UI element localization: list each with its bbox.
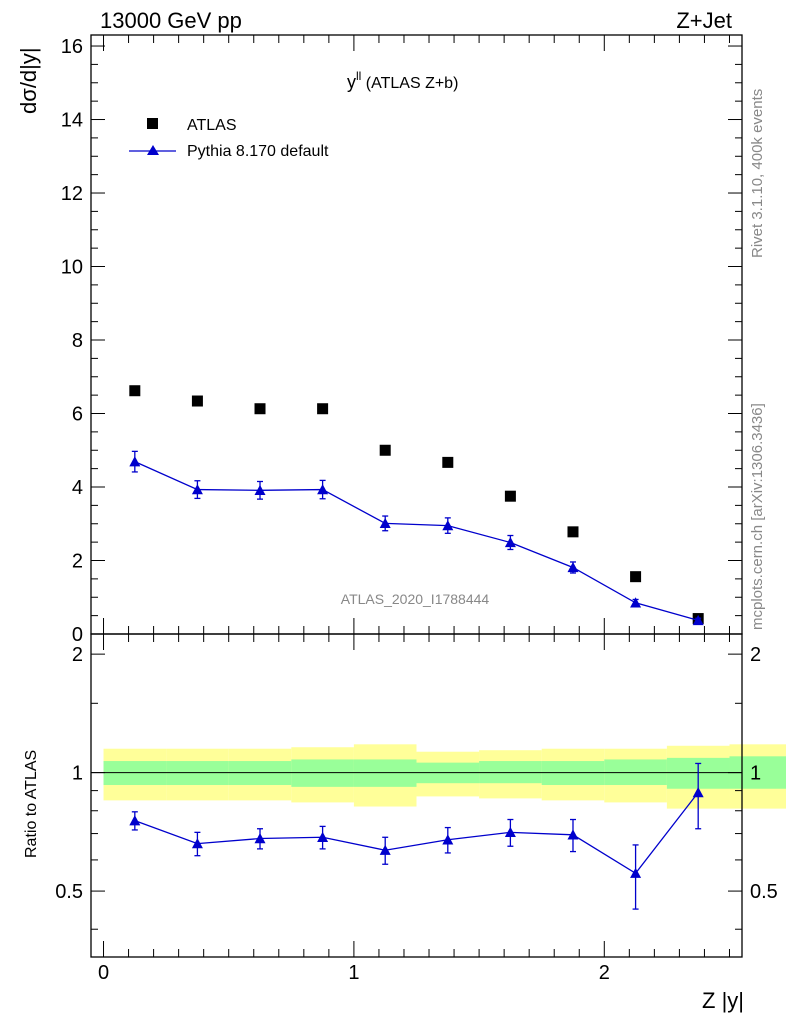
inner-band-bin [291, 759, 354, 787]
rivet-version-label: Rivet 3.1.10, 400k events [749, 89, 766, 258]
main-y-tick-label: 14 [61, 110, 83, 132]
ratio-data-point [442, 834, 454, 845]
ratio-uncertainty-bands [91, 744, 786, 809]
main-y-tick-label: 6 [72, 404, 83, 426]
main-y-axis-label: dσ/d|y| [16, 47, 41, 114]
pythia-data-point [379, 517, 391, 529]
ratio-data-point [317, 831, 329, 842]
atlas-data-point [442, 456, 454, 468]
main-y-tick-label: 16 [61, 36, 83, 58]
x-axis-label: Z |y| [702, 988, 744, 1013]
ratio-y-tick-label-right: 2 [750, 644, 761, 666]
ratio-data-point [692, 787, 704, 798]
ratio-y-axis-label: Ratio to ATLAS [23, 750, 40, 858]
ratio-data-point [504, 826, 516, 838]
legend-atlas-label: ATLAS [187, 117, 237, 134]
pythia-data-point [129, 456, 141, 467]
ratio-y-tick-label: 2 [72, 644, 83, 666]
pythia-line [134, 461, 699, 622]
pythia-data-point [692, 614, 704, 626]
ratio-data-point [254, 833, 266, 844]
atlas-data-point [504, 490, 516, 502]
pythia-data-point [630, 597, 642, 608]
axes-frames [90, 34, 743, 958]
atlas-data-point [254, 403, 266, 415]
main-y-tick-label: 0 [72, 624, 83, 646]
ratio-plot-frame [90, 633, 743, 958]
analysis-id-label: ATLAS_2020_I1788444 [341, 591, 490, 607]
atlas-data-point [317, 403, 329, 415]
pythia-data-point [317, 484, 329, 495]
pythia-data-point [254, 484, 266, 495]
atlas-data-point [567, 526, 579, 538]
legend-atlas-marker [147, 118, 158, 129]
main-y-tick-label: 10 [61, 257, 83, 279]
atlas-data-point [191, 395, 203, 407]
plot-title: yll (ATLAS Z+b) [347, 69, 458, 92]
main-plot-marks [129, 385, 704, 626]
mcplots-credit-label: mcplots.cern.ch [arXiv:1306.3436] [749, 403, 766, 630]
atlas-data-point [129, 385, 141, 397]
pythia-data-point [191, 484, 203, 495]
x-tick-label: 2 [599, 962, 610, 984]
ratio-data-point [630, 867, 642, 878]
process-label: Z+Jet [676, 8, 732, 33]
pythia-data-point [567, 561, 579, 573]
legend-pythia-label: Pythia 8.170 default [187, 143, 329, 160]
main-y-tick-label: 8 [72, 330, 83, 352]
pythia-data-point [504, 536, 516, 548]
ratio-y-tick-label: 1 [72, 763, 83, 785]
ratio-plot-marks [129, 762, 704, 910]
ratio-y-tick-label-right: 0.5 [750, 881, 778, 903]
ratio-y-tick-label: 0.5 [55, 881, 83, 903]
ratio-data-point [379, 844, 391, 855]
legend-pythia-marker [147, 145, 159, 155]
x-tick-label: 0 [98, 962, 109, 984]
pythia-data-point [442, 520, 454, 531]
ratio-data-point [567, 829, 579, 840]
ratio-y-tick-label-right: 1 [750, 763, 761, 785]
ratio-data-point [191, 838, 203, 849]
main-y-tick-label: 12 [61, 183, 83, 205]
main-y-tick-label: 2 [72, 551, 83, 573]
atlas-data-point [379, 444, 391, 456]
ratio-data-point [129, 815, 141, 826]
inner-band-bin [353, 759, 417, 787]
beam-energy-label: 13000 GeV pp [100, 8, 242, 33]
ratio-pythia-line [134, 792, 699, 875]
x-tick-label: 1 [348, 962, 359, 984]
atlas-data-point [630, 571, 642, 583]
main-y-tick-label: 4 [72, 477, 83, 499]
